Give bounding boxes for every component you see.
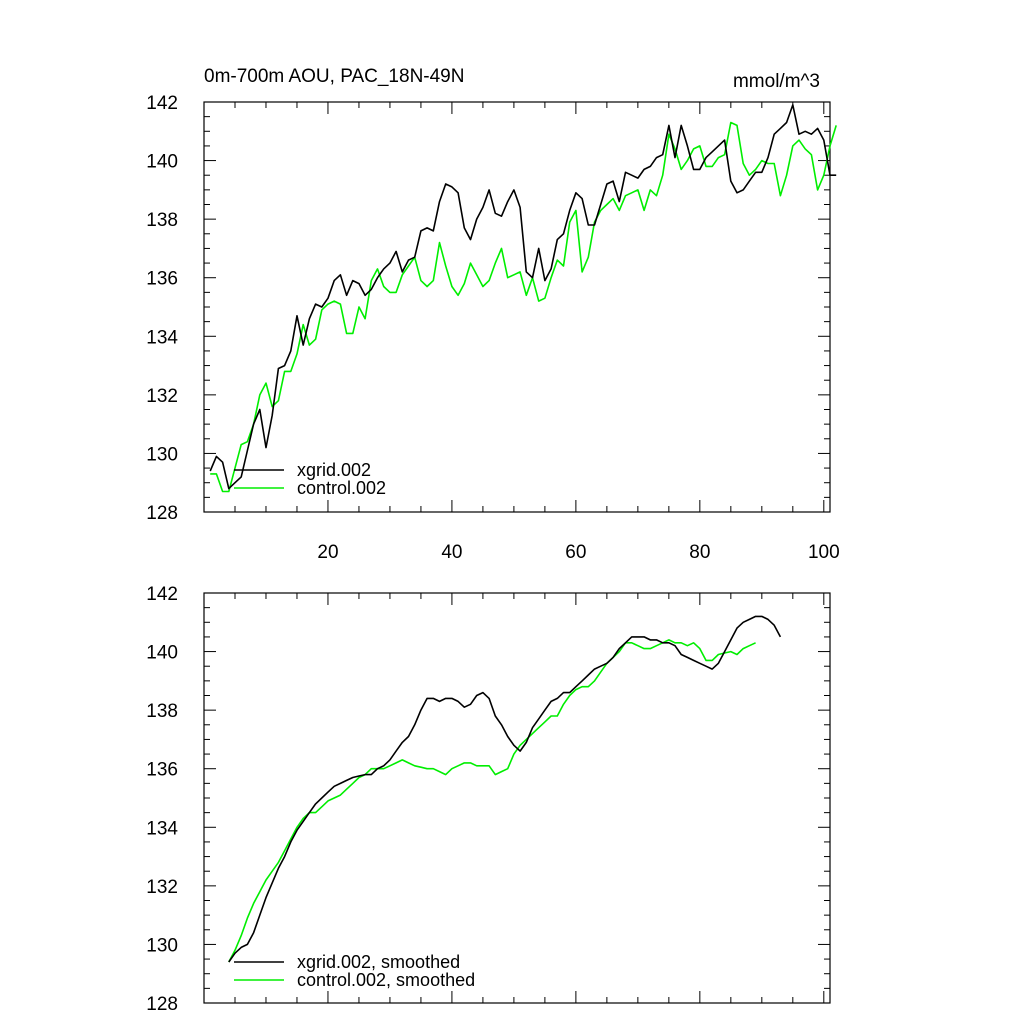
y-tick-label: 142 — [146, 584, 178, 605]
y-tick-label: 134 — [146, 818, 178, 839]
plot-frame — [203, 101, 831, 513]
bottom-panel: 128 130 132 134 136 138 140 142 xgrid.002, smoot… — [146, 584, 831, 1015]
y-tick-label: 136 — [146, 760, 178, 781]
series-line-xgrid-002 — [209, 104, 837, 490]
series-line-control-002 — [210, 121, 837, 493]
x-tick-label: 20 — [317, 542, 338, 563]
y-tick-label: 130 — [146, 935, 178, 956]
y-tick-label: 136 — [146, 269, 178, 290]
x-tick-label: 80 — [689, 542, 710, 563]
y-tick-label: 142 — [146, 93, 178, 114]
legend-label: xgrid.002 — [297, 460, 371, 480]
legend-label: control.002 — [297, 478, 386, 498]
chart-title: 0m-700m AOU, PAC_18N-49N — [204, 66, 464, 87]
legend-label: control.002, smoothed — [297, 970, 475, 990]
y-tick-label: 138 — [146, 701, 178, 722]
y-tick-label: 128 — [146, 503, 178, 524]
x-tick-label: 100 — [808, 542, 840, 563]
y-tick-label: 134 — [146, 327, 178, 348]
units-label: mmol/m^3 — [733, 71, 820, 92]
y-tick-label: 132 — [146, 386, 178, 407]
y-tick-label: 140 — [146, 152, 178, 173]
series-line-control-002-smoothed — [228, 639, 756, 963]
y-tick-label: 138 — [146, 210, 178, 231]
x-tick-label: 60 — [565, 542, 586, 563]
top-panel: 0m-700m AOU, PAC_18N-49N mmol/m^3 128 130… — [146, 66, 839, 563]
series-line-xgrid-002-smoothed — [228, 615, 782, 963]
y-tick-label: 140 — [146, 643, 178, 664]
y-tick-label: 132 — [146, 877, 178, 898]
x-tick-label: 40 — [441, 542, 462, 563]
legend-label: xgrid.002, smoothed — [297, 952, 460, 972]
y-tick-label: 128 — [146, 994, 178, 1015]
y-tick-label: 130 — [146, 444, 178, 465]
